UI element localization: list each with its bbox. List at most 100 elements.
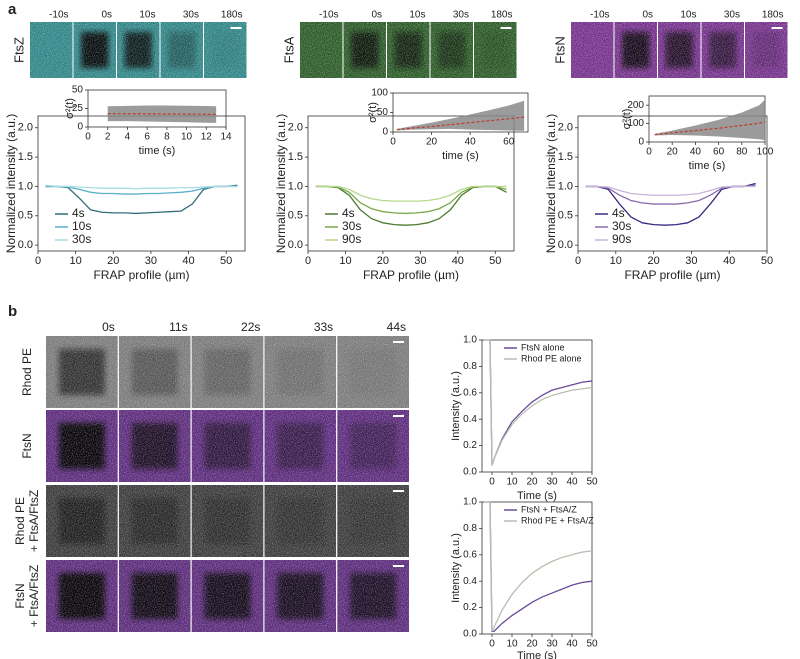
micrograph [264,410,337,482]
x-tick-label: 40 [723,255,735,267]
x-tick-label: 0 [305,255,311,267]
y-axis-label: σ²(t) [621,109,633,130]
legend-label: Rhod PE + FtsA/Z [521,515,594,525]
y-axis-label: Intensity (a.u.) [450,533,462,603]
y-tick-label: 0.0 [463,467,477,478]
time-label: 30s [453,10,469,21]
y-tick-label: 100 [627,118,644,129]
micrograph [30,22,73,78]
row-label: + FtsA/FtsZ [27,565,41,627]
image-noise [264,485,337,557]
x-tick-label: 40 [690,147,702,158]
x-tick-label: 8 [164,132,170,143]
y-tick-label: 0.4 [463,414,477,425]
x-axis-label: time (s) [442,150,479,162]
time-label: 0s [102,320,115,334]
y-tick-label: 1.0 [288,180,303,192]
legend-label: FtsN alone [521,342,565,352]
x-tick-label: 30 [145,255,157,267]
time-label: 30s [724,10,740,21]
legend-label: 30s [612,219,631,233]
x-tick-label: 50 [586,477,598,488]
micrograph [46,485,118,557]
x-tick-label: 50 [586,639,598,650]
legend-label: 10s [72,219,91,233]
y-tick-label: 2.0 [288,122,303,134]
legend-label: 30s [342,219,361,233]
x-tick-label: 10 [70,255,82,267]
x-axis-label: FRAP profile (µm) [93,268,189,282]
micrograph [337,410,409,482]
y-tick-label: 25 [72,103,84,114]
channel-label: FtsZ [11,37,26,63]
micrograph [160,22,203,78]
x-tick-label: 40 [566,639,578,650]
series-line [484,339,593,466]
micrograph [745,22,788,78]
error-band [107,105,217,123]
y-tick-label: 0 [382,127,388,138]
micrograph [337,560,409,632]
y-axis-label: Normalized intensity (a.u.) [4,114,18,253]
image-noise [343,22,386,78]
error-band [396,100,525,131]
image-noise [204,22,247,78]
y-tick-label: 0.0 [558,239,573,251]
y-tick-label: 50 [377,107,389,118]
x-tick-label: 0 [575,255,581,267]
y-axis-label: Normalized intensity (a.u.) [274,114,288,253]
y-tick-label: 0.4 [463,576,477,587]
micrograph [46,560,118,632]
y-tick-label: 200 [627,100,644,111]
x-axis-label: FRAP profile (µm) [363,268,459,282]
micrograph [264,336,337,408]
x-tick-label: 50 [761,255,773,267]
series-line [45,185,238,195]
micrograph [118,410,191,482]
x-tick-label: 40 [182,255,194,267]
x-tick-label: 4 [125,132,131,143]
y-tick-label: 0 [638,137,644,148]
x-tick-label: 6 [144,132,150,143]
image-noise [30,22,73,78]
time-label: 10s [680,10,696,21]
x-axis-label: time (s) [689,160,726,172]
x-tick-label: 0 [489,477,495,488]
y-tick-label: 1.0 [463,497,477,508]
image-noise [46,410,118,482]
image-noise [387,22,430,78]
image-noise [300,22,343,78]
channel-label: FtsN [552,36,567,63]
image-noise [264,336,337,408]
x-tick-label: 10 [506,639,518,650]
y-axis-label: σ²(t) [367,102,379,123]
axes-frame [37,115,246,252]
axes-frame [481,501,593,635]
micrograph [264,485,337,557]
legend-label: 4s [72,206,85,220]
x-tick-label: 2 [105,132,111,143]
image-noise [117,22,160,78]
time-label: -10s [49,10,68,21]
y-tick-label: 0.0 [18,239,33,251]
micrograph [337,336,409,408]
image-noise [658,22,701,78]
x-tick-label: 30 [685,255,697,267]
y-tick-label: 1.5 [18,151,33,163]
x-tick-label: 0 [489,639,495,650]
panel-label: a [8,1,17,18]
x-tick-label: 60 [503,137,515,148]
y-tick-label: 50 [72,85,84,96]
image-noise [474,22,517,78]
micrograph [474,22,517,78]
x-tick-label: 0 [85,132,91,143]
y-tick-label: 0.5 [288,210,303,222]
y-tick-label: 0.6 [463,387,477,398]
time-label: 0s [642,10,653,21]
x-tick-label: 10 [506,477,518,488]
x-tick-label: 40 [465,137,477,148]
x-tick-label: 20 [426,137,438,148]
y-tick-label: 1.0 [463,335,477,346]
y-tick-label: 0 [77,122,83,133]
